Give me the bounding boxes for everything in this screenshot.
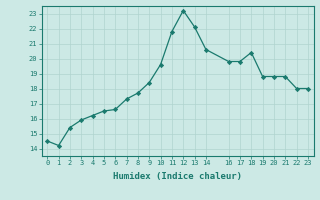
- X-axis label: Humidex (Indice chaleur): Humidex (Indice chaleur): [113, 172, 242, 181]
